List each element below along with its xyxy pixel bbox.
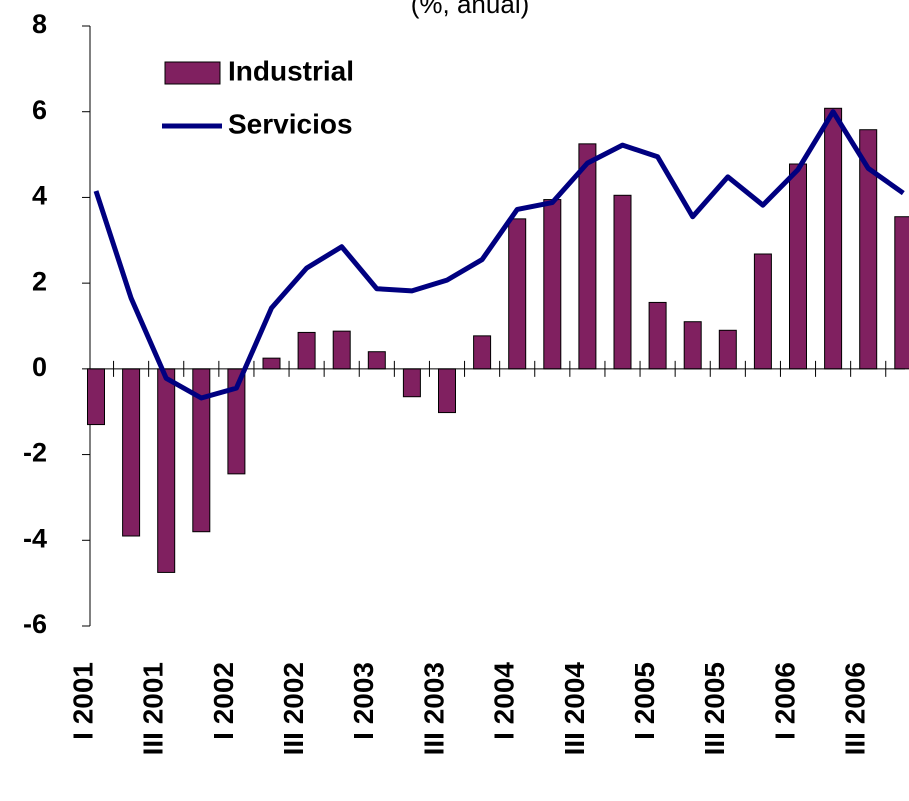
bar (367, 351, 386, 370)
bar (87, 368, 105, 426)
y-tick-label: -6 (23, 609, 47, 639)
y-tick-label: -2 (23, 438, 47, 468)
y-tick-label: 0 (32, 352, 47, 382)
bar (683, 321, 702, 370)
y-tick-label: -4 (23, 523, 47, 553)
x-tick-label: III 2001 (138, 662, 169, 755)
bar (402, 368, 421, 398)
bar (297, 331, 316, 370)
bar (473, 335, 492, 370)
x-tick-label: III 2004 (559, 662, 590, 756)
x-tick-label: III 2002 (278, 662, 309, 755)
chart-title: (%, anual) (411, 0, 530, 19)
bar (543, 199, 562, 370)
x-tick-label: I 2006 (769, 662, 800, 740)
bar (157, 368, 176, 573)
y-tick-label: 8 (32, 9, 47, 39)
x-tick-label: I 2005 (629, 662, 660, 740)
bar (648, 301, 667, 370)
bar (753, 253, 772, 370)
x-tick-label: III 2006 (840, 662, 871, 755)
bar (122, 368, 141, 537)
legend-label: Industrial (228, 55, 354, 86)
line (93, 109, 905, 401)
x-tick-label: I 2002 (208, 662, 239, 740)
y-tick-label: 2 (32, 266, 47, 296)
y-tick-label: 4 (32, 181, 47, 211)
bar (578, 143, 597, 370)
x-tick-label: III 2003 (418, 662, 449, 755)
bar (718, 329, 737, 370)
bar (262, 357, 281, 370)
bar (824, 107, 843, 370)
x-tick-label: I 2001 (67, 662, 98, 740)
bar (613, 194, 632, 370)
x-tick-label: III 2005 (699, 662, 730, 755)
bar (894, 216, 909, 370)
bar (789, 163, 807, 370)
y-tick-label: 6 (32, 95, 47, 125)
bar (332, 330, 351, 370)
legend-label: Servicios (228, 108, 353, 139)
bar (508, 218, 527, 370)
legend-swatch (164, 61, 221, 85)
bar (438, 368, 456, 414)
x-tick-label: I 2004 (489, 662, 520, 740)
x-tick-label: I 2003 (348, 662, 379, 740)
